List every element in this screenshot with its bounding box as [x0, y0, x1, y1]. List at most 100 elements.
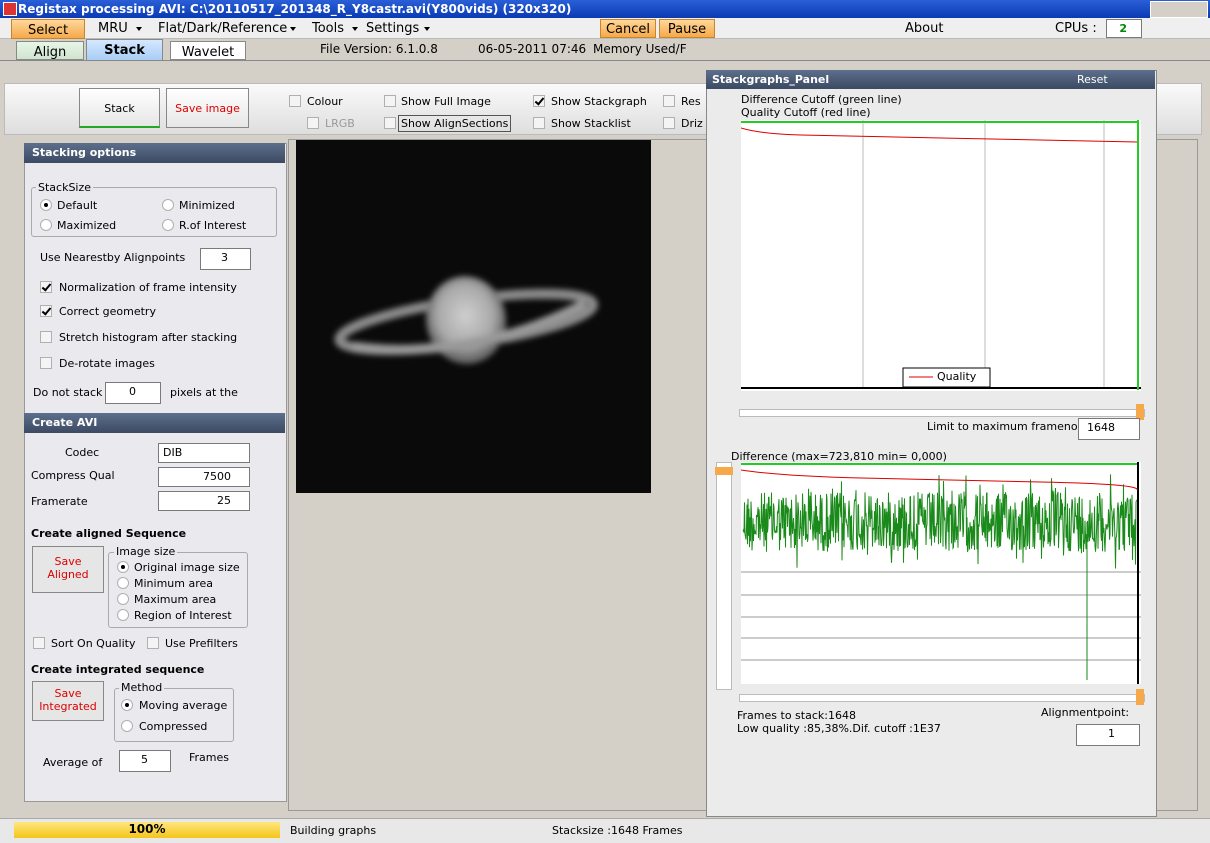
- checkbox[interactable]: [307, 117, 319, 129]
- radio[interactable]: [121, 720, 133, 732]
- label: Colour: [307, 95, 343, 108]
- label: Average of: [43, 756, 102, 769]
- spinner[interactable]: 3: [200, 248, 251, 270]
- spinner[interactable]: 5: [119, 750, 171, 772]
- label: Correct geometry: [59, 305, 156, 318]
- checkbox[interactable]: [384, 95, 396, 107]
- checkbox[interactable]: [40, 281, 52, 293]
- plot-line: [743, 474, 1137, 568]
- label: De-rotate images: [59, 357, 155, 370]
- radio[interactable]: [162, 199, 174, 211]
- label: Use Nearestby Alignpoints: [40, 251, 185, 264]
- checkbox[interactable]: [384, 117, 396, 129]
- label: Minimized: [179, 199, 235, 212]
- tab-align[interactable]: Align: [16, 41, 84, 60]
- difference-graph: [741, 462, 1141, 684]
- group-box: [114, 688, 234, 742]
- label: Show Stacklist: [551, 117, 631, 130]
- tab-wavelet[interactable]: Wavelet: [170, 41, 246, 60]
- frame-slider[interactable]: [739, 694, 1145, 702]
- radio[interactable]: [117, 577, 129, 589]
- label: Do not stack: [33, 386, 102, 399]
- label: Compressed: [139, 720, 207, 733]
- label: Res: [681, 95, 701, 108]
- label: Compress Qual: [31, 469, 115, 482]
- label: Frames: [189, 751, 229, 764]
- label: Low quality :85,38%.Dif. cutoff :1E37: [737, 722, 941, 735]
- checkbox[interactable]: [289, 95, 301, 107]
- section-title: Create aligned Sequence: [31, 527, 186, 540]
- app-window: Registax processing AVI: C:\20110517_201…: [0, 0, 1210, 842]
- tab-row: [0, 60, 1210, 61]
- cpus-spinner[interactable]: 2: [1106, 19, 1142, 38]
- app-icon: [3, 2, 17, 16]
- label: Default: [57, 199, 97, 212]
- saturn-image: [296, 140, 651, 493]
- spinner[interactable]: 0: [105, 382, 161, 404]
- file-version: File Version: 6.1.0.8: [320, 42, 438, 56]
- cancel-button[interactable]: Cancel: [600, 19, 656, 38]
- progress-bar: 100%: [14, 822, 280, 838]
- checkbox[interactable]: [40, 305, 52, 317]
- checkbox[interactable]: [40, 357, 52, 369]
- radio[interactable]: [40, 219, 52, 231]
- panel-header: Stacking options: [24, 143, 285, 163]
- radio[interactable]: [40, 199, 52, 211]
- label: LRGB: [325, 117, 355, 130]
- save-integrated-button[interactable]: Save Integrated: [32, 681, 104, 721]
- label: Normalization of frame intensity: [59, 281, 237, 294]
- label: Show Full Image: [401, 95, 491, 108]
- pause-button[interactable]: Pause: [659, 19, 715, 38]
- spinner[interactable]: 7500: [158, 467, 250, 487]
- spinner[interactable]: 25: [158, 491, 250, 511]
- label: Maximized: [57, 219, 116, 232]
- stack-button[interactable]: Stack: [79, 88, 160, 128]
- reset-button[interactable]: Reset: [1077, 73, 1108, 86]
- dropdown[interactable]: DIB: [158, 443, 250, 463]
- menu-flat-dark[interactable]: Flat/Dark/Reference: [158, 21, 287, 36]
- file-date: 06-05-2011 07:46: [478, 42, 586, 56]
- radio[interactable]: [162, 219, 174, 231]
- quality-graph: [741, 120, 1141, 391]
- label: Limit to maximum frameno:: [927, 420, 1081, 433]
- label: R.of Interest: [179, 219, 246, 232]
- save-aligned-button[interactable]: Save Aligned: [32, 546, 104, 593]
- label: Show AlignSections: [398, 115, 511, 132]
- section-title: Create integrated sequence: [31, 663, 204, 676]
- checkbox[interactable]: [147, 637, 159, 649]
- memory-used: Memory Used/F: [593, 42, 687, 56]
- group-label: Image size: [114, 545, 177, 558]
- menu-tools[interactable]: Tools: [312, 21, 344, 36]
- radio[interactable]: [117, 561, 129, 573]
- menu-about[interactable]: About: [905, 21, 943, 36]
- menu-settings[interactable]: Settings: [366, 21, 419, 36]
- label: Alignmentpoint:: [1041, 706, 1129, 719]
- spinner[interactable]: 1: [1076, 724, 1140, 746]
- label: Original image size: [134, 561, 240, 574]
- radio[interactable]: [121, 699, 133, 711]
- frame-slider[interactable]: [739, 409, 1145, 417]
- radio[interactable]: [117, 609, 129, 621]
- panel-header: Create AVI: [24, 413, 285, 433]
- label: Difference Cutoff (green line): [741, 93, 902, 106]
- checkbox[interactable]: [533, 117, 545, 129]
- menu-mru[interactable]: MRU: [98, 21, 128, 36]
- checkbox[interactable]: [33, 637, 45, 649]
- checkbox[interactable]: [533, 95, 545, 107]
- checkbox[interactable]: [40, 331, 52, 343]
- window-title: Registax processing AVI: C:\20110517_201…: [18, 2, 571, 16]
- status-text: Building graphs: [290, 824, 376, 837]
- spinner[interactable]: 1648: [1078, 418, 1140, 440]
- label: Sort On Quality: [51, 637, 135, 650]
- label: Use Prefilters: [165, 637, 238, 650]
- checkbox[interactable]: [663, 95, 675, 107]
- label: Quality Cutoff (red line): [741, 106, 871, 119]
- cutoff-slider[interactable]: [716, 462, 732, 690]
- window-controls[interactable]: [1150, 1, 1208, 18]
- tab-stack[interactable]: Stack: [86, 39, 163, 61]
- checkbox[interactable]: [663, 117, 675, 129]
- select-button[interactable]: Select: [11, 19, 85, 39]
- legend-label: Quality: [937, 370, 976, 383]
- save-image-button[interactable]: Save image: [166, 88, 249, 128]
- radio[interactable]: [117, 593, 129, 605]
